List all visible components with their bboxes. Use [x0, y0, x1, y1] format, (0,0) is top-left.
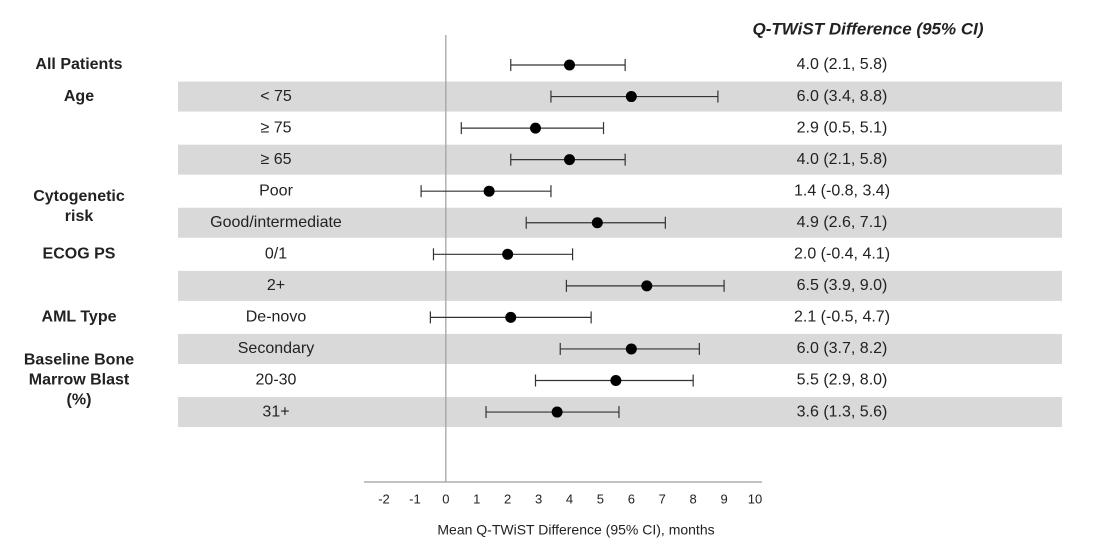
ci-value-label: 5.5 (2.9, 8.0): [797, 372, 888, 389]
ci-value-label: 1.4 (-0.8, 3.4): [794, 182, 890, 199]
ci-column-header: Q-TWiST Difference (95% CI): [753, 19, 984, 38]
row-band: [178, 397, 1062, 428]
ci-value-label: 4.0 (2.1, 5.8): [797, 151, 888, 168]
ci-value-label: 3.6 (1.3, 5.6): [797, 403, 888, 420]
group-label: Baseline Bone Marrow Blast (%): [24, 352, 134, 409]
group-label: All Patients: [35, 56, 122, 73]
group-label: Cytogenetic risk: [33, 188, 125, 225]
x-tick-label: 4: [566, 491, 573, 506]
point-estimate: [564, 154, 575, 166]
x-axis-label: Mean Q-TWiST Difference (95% CI), months: [437, 522, 714, 538]
subgroup-label: 20-30: [256, 372, 297, 389]
x-tick-label: 1: [473, 491, 480, 506]
x-tick-label: 7: [659, 491, 666, 506]
point-estimate: [610, 375, 622, 386]
ci-value-label: 2.1 (-0.5, 4.7): [794, 309, 890, 326]
point-estimate: [529, 122, 541, 134]
subgroup-label: 0/1: [265, 246, 287, 263]
x-tick-label: 2: [504, 491, 511, 506]
group-label: ECOG PS: [43, 246, 116, 263]
x-tick-label: 10: [748, 491, 762, 506]
ci-value-label: 6.0 (3.4, 8.8): [797, 88, 888, 105]
subgroup-label: 2+: [267, 277, 285, 294]
ci-value-label: 4.9 (2.6, 7.1): [797, 214, 888, 231]
ci-value-label: 6.5 (3.9, 9.0): [797, 277, 888, 294]
point-estimate: [483, 185, 495, 197]
point-estimate: [505, 311, 517, 323]
x-tick-label: 0: [442, 491, 449, 506]
x-tick-label: 3: [535, 491, 542, 506]
ci-value-label: 2.0 (-0.4, 4.1): [794, 246, 890, 263]
x-tick-label: 6: [628, 491, 635, 506]
subgroup-label: ≥ 65: [260, 151, 291, 168]
subgroup-label: ≥ 75: [260, 119, 291, 136]
group-label: Age: [64, 88, 94, 105]
group-label: AML Type: [42, 309, 117, 326]
x-tick-label: 8: [690, 491, 697, 506]
x-tick-label: -2: [378, 491, 390, 506]
point-estimate: [591, 217, 603, 229]
subgroup-label: < 75: [260, 88, 292, 105]
x-tick-label: -1: [409, 491, 421, 506]
subgroup-label: Secondary: [238, 340, 315, 357]
point-estimate: [625, 343, 637, 355]
subgroup-label: Poor: [259, 182, 293, 199]
x-tick-label: 9: [720, 491, 727, 506]
ci-value-label: 2.9 (0.5, 5.1): [797, 119, 888, 136]
point-estimate: [551, 406, 563, 418]
point-estimate: [641, 280, 653, 292]
subgroup-label: 31+: [262, 403, 289, 420]
x-tick-label: 5: [597, 491, 604, 506]
point-estimate: [564, 59, 575, 71]
subgroup-label: De-novo: [246, 309, 307, 326]
ci-value-label: 4.0 (2.1, 5.8): [797, 56, 888, 73]
point-estimate: [625, 91, 637, 103]
subgroup-label: Good/intermediate: [210, 214, 342, 231]
point-estimate: [502, 248, 514, 260]
ci-value-label: 6.0 (3.7, 8.2): [797, 340, 888, 357]
